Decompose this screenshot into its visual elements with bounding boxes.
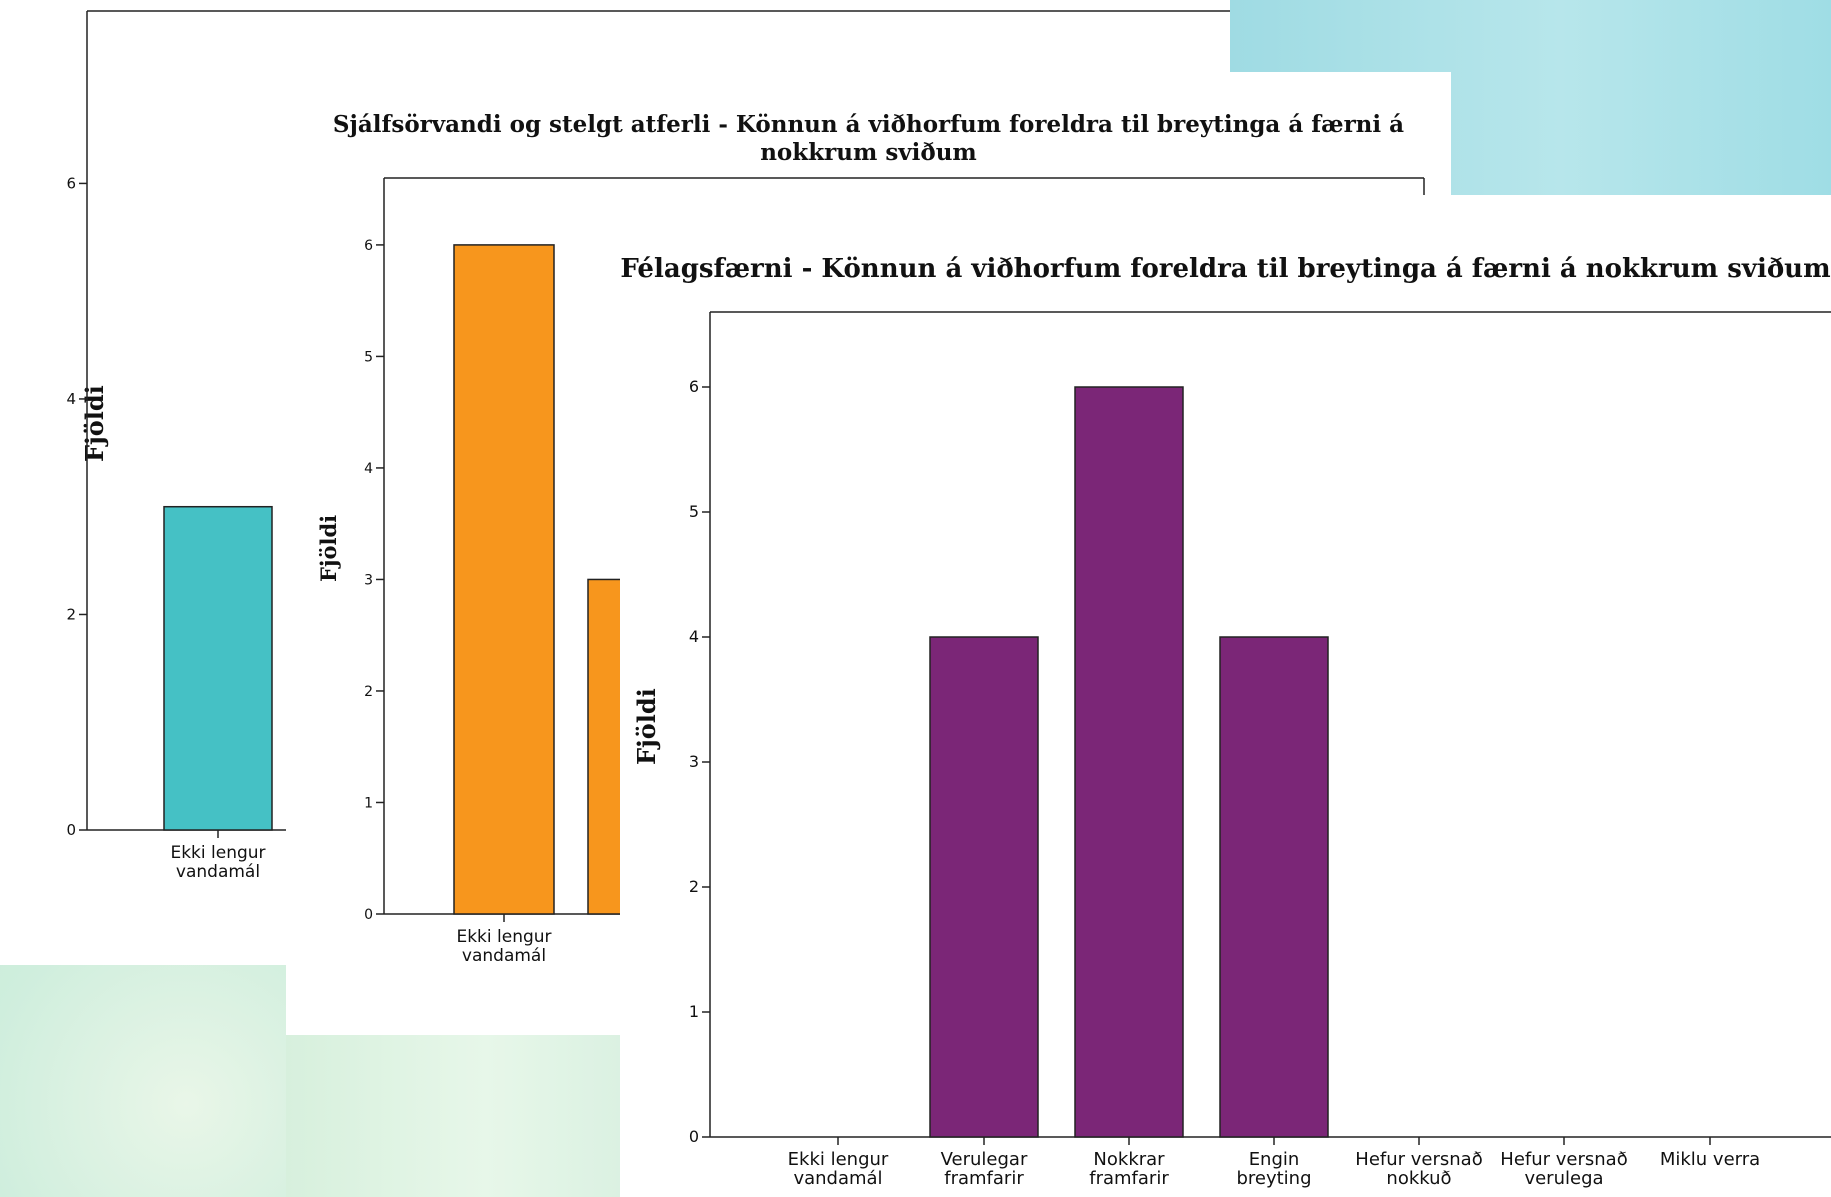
x-tick-label: framfarir xyxy=(944,1168,1024,1189)
chart-panel-front: Félagsfærni - Könnun á viðhorfum foreldr… xyxy=(620,195,1831,1197)
y-tick-label: 4 xyxy=(689,627,699,646)
y-tick-label: 2 xyxy=(689,877,699,896)
bar xyxy=(1219,636,1329,1138)
bar xyxy=(929,636,1039,1138)
x-tick-label: Miklu verra xyxy=(1660,1149,1760,1170)
x-tick-label: Nokkrar xyxy=(1093,1149,1165,1170)
x-tick-label: Hefur versnað xyxy=(1355,1149,1482,1170)
y-tick-label: 6 xyxy=(364,238,373,254)
y-tick-label: 0 xyxy=(364,907,373,923)
x-tick-label: Verulegar xyxy=(941,1149,1028,1170)
x-tick-label: nokkuð xyxy=(1386,1168,1451,1189)
x-tick-label: Engin xyxy=(1249,1149,1300,1170)
y-tick-label: 2 xyxy=(364,684,373,700)
x-tick-label: framfarir xyxy=(1089,1168,1169,1189)
y-tick-label: 2 xyxy=(66,605,76,623)
y-tick-label: 6 xyxy=(66,174,76,192)
y-tick-label: 4 xyxy=(364,461,373,477)
y-tick-label: 6 xyxy=(689,377,699,396)
x-tick-label: vandamál xyxy=(793,1168,882,1189)
background-green-highlight xyxy=(286,1035,620,1197)
y-tick-label: 0 xyxy=(689,1127,699,1146)
x-tick-label: vandamál xyxy=(176,862,260,882)
y-tick-label: 1 xyxy=(364,795,373,811)
chart-title-line-1: Sjálfsörvandi og stelgt atferli - Könnun… xyxy=(332,111,1405,138)
bar xyxy=(453,244,555,915)
y-tick-label: 5 xyxy=(364,349,373,365)
bar xyxy=(163,505,273,831)
y-tick-label: 5 xyxy=(689,502,699,521)
y-tick-label: 4 xyxy=(66,390,76,408)
x-tick-label: vandamál xyxy=(462,946,546,966)
x-tick-label: Ekki lengur xyxy=(170,843,265,863)
y-tick-label: 3 xyxy=(689,752,699,771)
x-tick-label: Hefur versnað xyxy=(1500,1149,1627,1170)
chart-title: Félagsfærni - Könnun á viðhorfum foreldr… xyxy=(620,254,1831,284)
y-tick-label: 1 xyxy=(689,1002,699,1021)
x-tick-label: breyting xyxy=(1236,1168,1311,1189)
x-tick-label: Ekki lengur xyxy=(456,927,551,947)
y-tick-label: 3 xyxy=(364,572,373,588)
y-tick-label: 0 xyxy=(66,821,76,839)
x-tick-label: Ekki lengur xyxy=(788,1149,889,1170)
chart-title-line-2: nokkrum sviðum xyxy=(760,139,977,166)
x-tick-label: verulega xyxy=(1524,1168,1603,1189)
bar xyxy=(1074,386,1184,1138)
